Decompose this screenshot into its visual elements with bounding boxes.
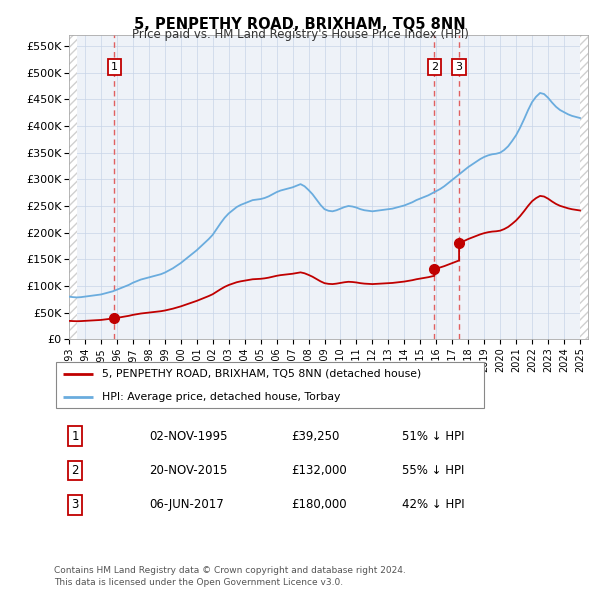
FancyBboxPatch shape bbox=[56, 362, 484, 408]
Text: Price paid vs. HM Land Registry's House Price Index (HPI): Price paid vs. HM Land Registry's House … bbox=[131, 28, 469, 41]
Text: 55% ↓ HPI: 55% ↓ HPI bbox=[403, 464, 465, 477]
Text: £180,000: £180,000 bbox=[292, 499, 347, 512]
Text: 02-NOV-1995: 02-NOV-1995 bbox=[149, 430, 227, 442]
Text: 2: 2 bbox=[431, 63, 438, 73]
Text: 51% ↓ HPI: 51% ↓ HPI bbox=[403, 430, 465, 442]
Text: £39,250: £39,250 bbox=[292, 430, 340, 442]
Text: 3: 3 bbox=[455, 63, 463, 73]
Text: HPI: Average price, detached house, Torbay: HPI: Average price, detached house, Torb… bbox=[101, 392, 340, 402]
Text: 5, PENPETHY ROAD, BRIXHAM, TQ5 8NN: 5, PENPETHY ROAD, BRIXHAM, TQ5 8NN bbox=[134, 17, 466, 31]
Text: 42% ↓ HPI: 42% ↓ HPI bbox=[403, 499, 465, 512]
Text: 06-JUN-2017: 06-JUN-2017 bbox=[149, 499, 224, 512]
Text: 3: 3 bbox=[71, 499, 79, 512]
Text: Contains HM Land Registry data © Crown copyright and database right 2024.
This d: Contains HM Land Registry data © Crown c… bbox=[54, 566, 406, 587]
Bar bbox=[580, 35, 590, 339]
Text: 5, PENPETHY ROAD, BRIXHAM, TQ5 8NN (detached house): 5, PENPETHY ROAD, BRIXHAM, TQ5 8NN (deta… bbox=[101, 369, 421, 379]
Text: £132,000: £132,000 bbox=[292, 464, 347, 477]
Text: 20-NOV-2015: 20-NOV-2015 bbox=[149, 464, 227, 477]
Text: 2: 2 bbox=[71, 464, 79, 477]
Text: 1: 1 bbox=[71, 430, 79, 442]
Text: 1: 1 bbox=[111, 63, 118, 73]
Bar bbox=[69, 35, 77, 339]
